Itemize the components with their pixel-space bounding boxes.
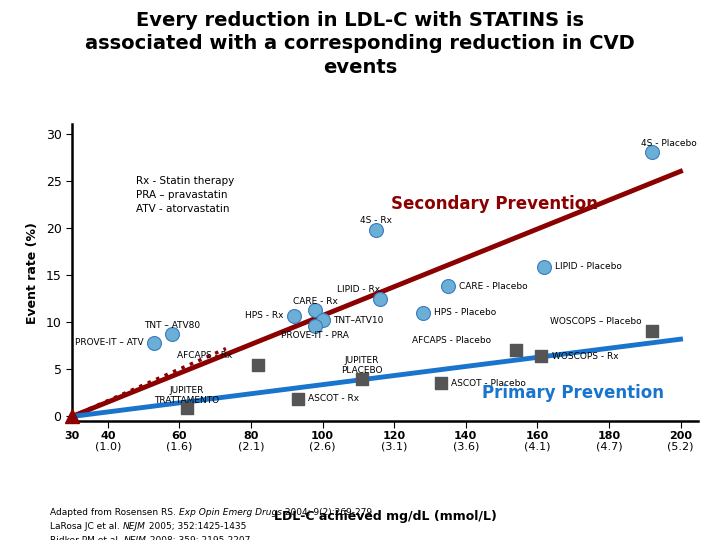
Point [166,330,178,339]
Text: 40: 40 [100,430,115,441]
Text: Secondary Prevention: Secondary Prevention [391,195,598,213]
Point [435,379,446,388]
Point [646,148,657,157]
Point [535,352,546,361]
Point [310,322,321,330]
Text: CARE - Rx: CARE - Rx [293,297,338,306]
Text: WOSCOPS – Placebo: WOSCOPS – Placebo [549,317,641,326]
Text: Rx - Statin therapy
PRA – pravastatin
ATV - atorvastatin: Rx - Statin therapy PRA – pravastatin AT… [136,176,235,214]
Text: (2.1): (2.1) [238,442,264,452]
Text: (4.7): (4.7) [595,442,622,452]
Point [539,262,550,271]
Text: HPS - Rx: HPS - Rx [245,311,283,320]
Text: 160: 160 [526,430,549,441]
Point [646,326,657,335]
Text: 180: 180 [598,430,621,441]
Text: TNT – ATV80: TNT – ATV80 [144,321,200,330]
Text: (2.6): (2.6) [310,442,336,452]
Text: LIPID - Rx: LIPID - Rx [337,285,380,294]
Point [417,308,428,317]
Point [288,311,300,320]
Text: CARE - Placebo: CARE - Placebo [459,282,527,291]
Point [310,306,321,314]
Text: (3.6): (3.6) [453,442,479,452]
Point [181,404,192,413]
Text: 4S - Rx: 4S - Rx [360,216,392,225]
Y-axis label: Event rate (%): Event rate (%) [26,222,39,323]
Text: TNT–ATV10: TNT–ATV10 [333,316,384,325]
Text: 140: 140 [454,430,477,441]
Text: 60: 60 [171,430,187,441]
Text: PROVE-IT – ATV: PROVE-IT – ATV [75,339,143,347]
Point [253,360,264,369]
Text: AFCAPS - Placebo: AFCAPS - Placebo [412,336,491,345]
Text: 2004; 9(2):269-279: 2004; 9(2):269-279 [282,508,372,517]
Text: Primary Prevention: Primary Prevention [482,384,664,402]
Text: NEJM: NEJM [123,522,146,531]
Text: ASCOT - Placebo: ASCOT - Placebo [451,379,526,388]
Point [374,294,386,303]
Text: 100: 100 [311,430,334,441]
Text: PROVE-IT - PRA: PROVE-IT - PRA [282,330,349,340]
Text: 200: 200 [669,430,692,441]
Text: LIPID - Placebo: LIPID - Placebo [555,262,622,271]
Text: (1.6): (1.6) [166,442,192,452]
Text: 2005; 352:1425-1435: 2005; 352:1425-1435 [146,522,246,531]
Text: 120: 120 [382,430,405,441]
Text: Exp Opin Emerg Drugs: Exp Opin Emerg Drugs [179,508,282,517]
Point [371,226,382,234]
Text: HPS - Placebo: HPS - Placebo [433,308,496,318]
Text: Adapted from Rosensen RS.: Adapted from Rosensen RS. [50,508,179,517]
Text: JUPITER
PLACEBO: JUPITER PLACEBO [341,356,383,375]
Text: (3.1): (3.1) [381,442,408,452]
Text: LDL-C achieved mg/dL (mmol/L): LDL-C achieved mg/dL (mmol/L) [274,510,497,523]
Text: LaRosa JC et al.: LaRosa JC et al. [50,522,123,531]
Text: Every reduction in LDL-C with STATINS is
associated with a corresponding reducti: Every reduction in LDL-C with STATINS is… [85,11,635,77]
Point [442,282,454,291]
Point [148,339,160,347]
Text: NEJM: NEJM [124,536,147,540]
Text: (1.0): (1.0) [94,442,121,452]
Point [356,374,368,383]
Text: 4S - Placebo: 4S - Placebo [641,139,697,148]
Text: Ridker PM et al.: Ridker PM et al. [50,536,124,540]
Point [510,345,521,354]
Text: 80: 80 [243,430,258,441]
Point [292,394,303,403]
Text: 2008; 359: 2195-2207: 2008; 359: 2195-2207 [147,536,251,540]
Text: AFCAPS - Rx: AFCAPS - Rx [176,351,232,360]
Text: (5.2): (5.2) [667,442,694,452]
Text: JUPITER
TRATTAMENTO: JUPITER TRATTAMENTO [154,386,219,405]
Point [317,316,328,325]
Text: ASCOT - Rx: ASCOT - Rx [308,394,359,403]
Text: (4.1): (4.1) [524,442,551,452]
Text: 30: 30 [64,430,80,441]
Text: WOSCOPS - Rx: WOSCOPS - Rx [552,352,618,361]
